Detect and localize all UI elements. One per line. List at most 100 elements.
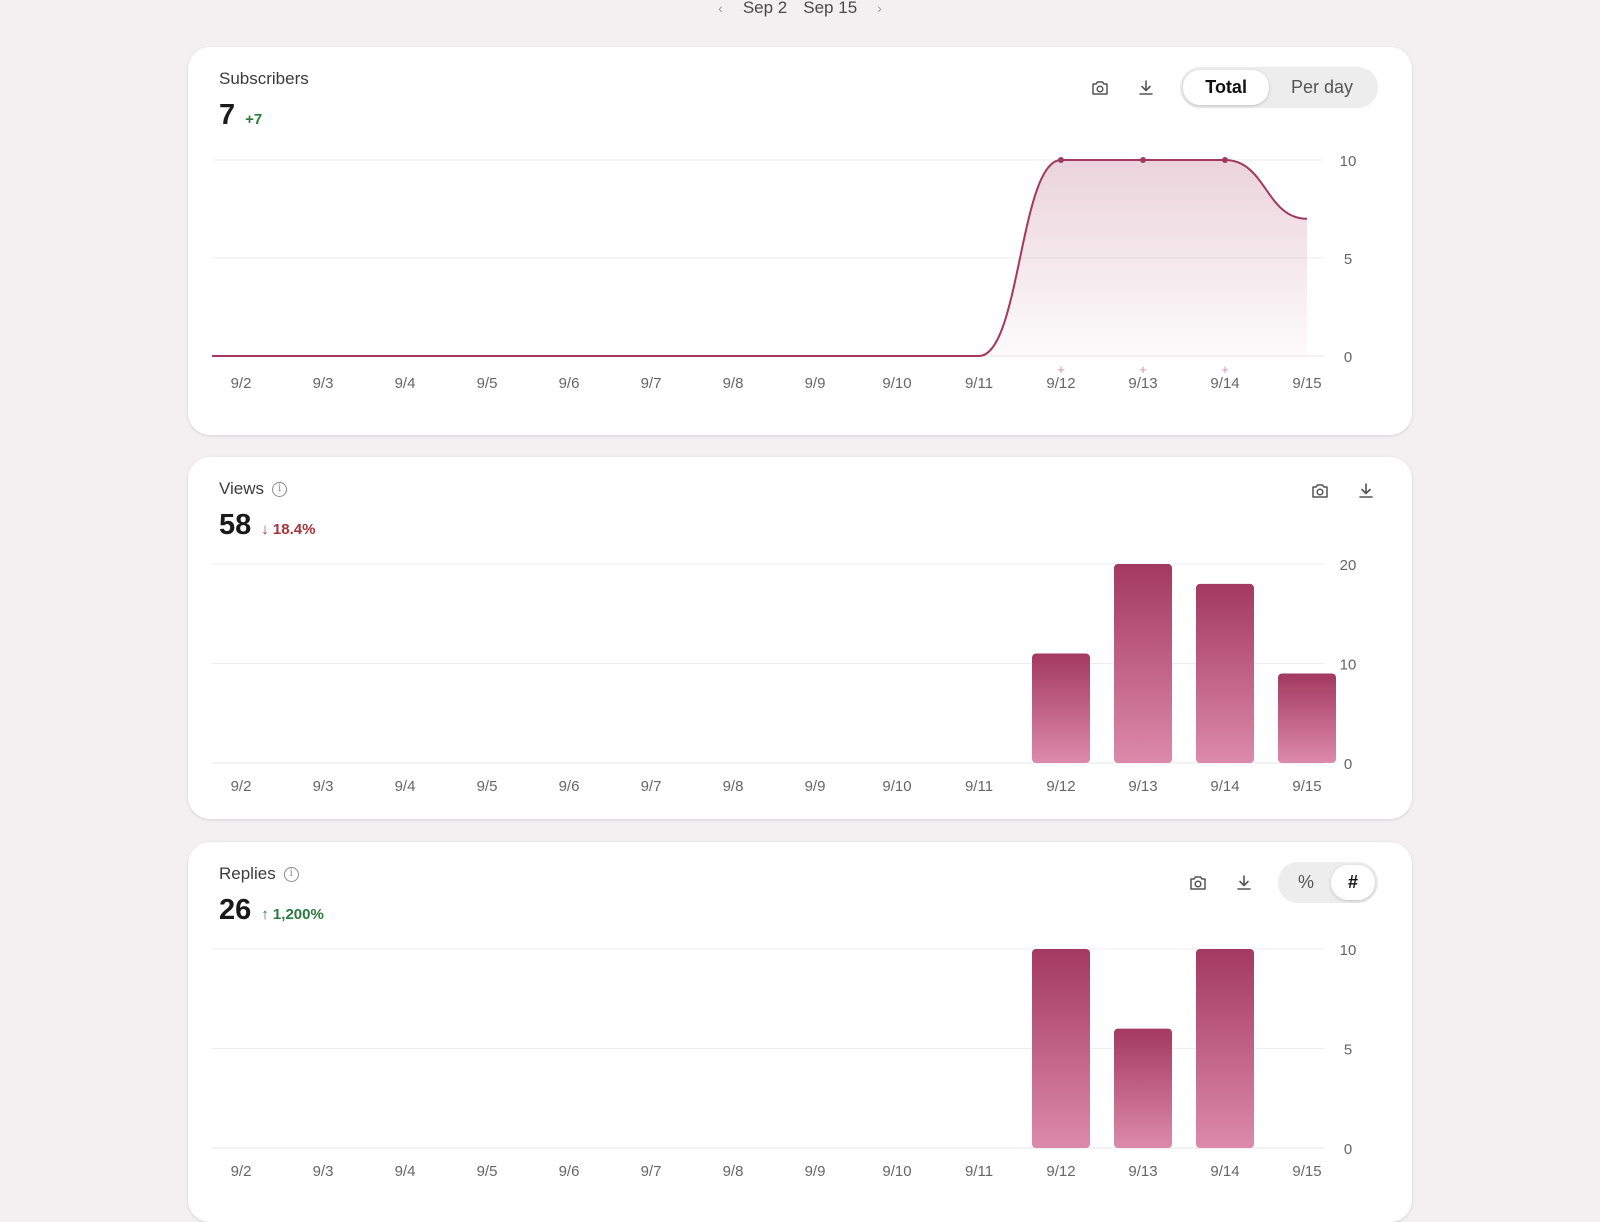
y-tick-label: 5	[1344, 251, 1352, 268]
x-tick-label: 9/12	[1046, 375, 1075, 392]
download-icon[interactable]	[1354, 479, 1378, 503]
card-title: Replies i	[219, 864, 299, 884]
x-tick-label: 9/13	[1128, 778, 1157, 795]
x-tick-label: 9/4	[395, 375, 416, 392]
views-title: Views	[219, 479, 265, 498]
x-tick-label: 9/7	[641, 1163, 662, 1180]
y-tick-label: 0	[1344, 1141, 1352, 1158]
bar[interactable]	[1114, 564, 1172, 763]
card-title: Subscribers	[219, 69, 309, 89]
y-tick-label: 20	[1340, 557, 1357, 574]
x-tick-label: 9/3	[313, 1163, 334, 1180]
x-tick-label: 9/14	[1210, 375, 1239, 392]
x-tick-label: 9/6	[559, 1163, 580, 1180]
x-tick-label: 9/13	[1128, 1163, 1157, 1180]
views-toolbar	[1308, 479, 1378, 503]
x-tick-label: 9/15	[1292, 1163, 1321, 1180]
date-range[interactable]: Sep 2 Sep 15	[743, 0, 857, 18]
x-tick-label: 9/5	[477, 1163, 498, 1180]
subscribers-card: Subscribers 7 +7 Total Per day 0 5 10 9/2 9/…	[188, 47, 1412, 435]
toggle-count[interactable]: #	[1330, 865, 1375, 900]
views-value: 58	[219, 509, 252, 541]
next-range-button[interactable]: ›	[877, 0, 882, 16]
x-tick-label: 9/3	[313, 778, 334, 795]
replies-value: 26	[219, 894, 252, 926]
card-title: Views i	[219, 479, 288, 499]
x-tick-label: 9/9	[805, 375, 826, 392]
replies-card: Replies i 26 ↑ 1,200% % # 0 5 10 9/2 9/3 9/4 9…	[188, 842, 1412, 1222]
views-card: Views i 58 ↓ 18.4% 0 10 20 9/2 9/3 9/4 9/5 9/6 9…	[188, 457, 1412, 819]
replies-delta: ↑ 1,200%	[261, 906, 324, 923]
subscribers-toolbar: Total Per day	[1088, 67, 1378, 108]
replies-title: Replies	[219, 864, 276, 883]
toggle-total[interactable]: Total	[1183, 70, 1269, 105]
event-marker[interactable]: +	[1221, 362, 1229, 377]
bar[interactable]	[1032, 949, 1090, 1148]
y-tick-label: 5	[1344, 1042, 1352, 1059]
subscribers-delta: +7	[245, 111, 263, 128]
subscribers-value: 7	[219, 99, 236, 131]
subscribers-stat: 7 +7	[219, 99, 262, 132]
toggle-percent[interactable]: %	[1297, 872, 1314, 892]
bar[interactable]	[1196, 949, 1254, 1148]
x-tick-label: 9/11	[965, 1163, 993, 1180]
event-marker[interactable]: +	[1139, 362, 1147, 377]
x-tick-label: 9/3	[313, 375, 334, 392]
x-tick-label: 9/6	[559, 778, 580, 795]
x-tick-label: 9/15	[1292, 375, 1321, 392]
x-tick-label: 9/15	[1292, 778, 1321, 795]
views-delta: ↓ 18.4%	[261, 521, 316, 538]
x-tick-label: 9/5	[477, 375, 498, 392]
x-tick-label: 9/2	[231, 778, 252, 795]
bar[interactable]	[1196, 583, 1254, 763]
replies-stat: 26 ↑ 1,200%	[219, 894, 324, 927]
x-tick-label: 9/6	[559, 375, 580, 392]
x-tick-label: 9/12	[1046, 778, 1075, 795]
series-line	[212, 159, 1308, 358]
replies-toolbar: % #	[1186, 862, 1378, 903]
y-tick-label: 0	[1344, 756, 1352, 773]
data-point[interactable]	[1140, 157, 1146, 163]
percent-count-toggle: % #	[1277, 862, 1378, 903]
x-tick-label: 9/4	[395, 778, 416, 795]
area-fill	[212, 160, 1307, 356]
x-tick-label: 9/8	[723, 1163, 744, 1180]
y-tick-label: 10	[1340, 942, 1357, 959]
y-tick-label: 10	[1340, 657, 1357, 674]
x-tick-label: 9/12	[1046, 1163, 1075, 1180]
bar[interactable]	[1278, 673, 1336, 763]
views-chart: 0 10 20 9/2 9/3 9/4 9/5 9/6 9/7 9/8 9/9 9/10 9/11 9/1…	[212, 557, 1357, 795]
camera-icon[interactable]	[1186, 871, 1210, 895]
x-tick-label: 9/4	[395, 1163, 416, 1180]
bar[interactable]	[1032, 653, 1090, 763]
x-tick-label: 9/5	[477, 778, 498, 795]
x-tick-label: 9/2	[231, 375, 252, 392]
x-tick-label: 9/9	[805, 1163, 826, 1180]
total-perday-toggle: Total Per day	[1180, 67, 1378, 108]
data-point[interactable]	[1058, 157, 1064, 163]
camera-icon[interactable]	[1308, 479, 1332, 503]
x-tick-label: 9/2	[231, 1163, 252, 1180]
x-tick-label: 9/7	[641, 375, 662, 392]
date-range-nav: ‹ Sep 2 Sep 15 ›	[0, 0, 1600, 19]
x-tick-label: 9/11	[965, 778, 993, 795]
info-icon[interactable]: i	[272, 481, 288, 497]
y-tick-label: 0	[1344, 349, 1352, 366]
x-tick-label: 9/10	[882, 1163, 911, 1180]
x-tick-label: 9/14	[1210, 778, 1239, 795]
download-icon[interactable]	[1232, 871, 1256, 895]
info-icon[interactable]: i	[283, 866, 299, 882]
bar[interactable]	[1114, 1028, 1172, 1148]
download-icon[interactable]	[1134, 76, 1158, 100]
x-tick-label: 9/14	[1210, 1163, 1239, 1180]
views-stat: 58 ↓ 18.4%	[219, 509, 315, 542]
prev-range-button[interactable]: ‹	[718, 0, 723, 16]
toggle-per-day[interactable]: Per day	[1290, 77, 1353, 97]
x-tick-label: 9/10	[882, 375, 911, 392]
x-tick-label: 9/7	[641, 778, 662, 795]
x-tick-label: 9/9	[805, 778, 826, 795]
camera-icon[interactable]	[1088, 76, 1112, 100]
data-point[interactable]	[1222, 157, 1228, 163]
y-tick-label: 10	[1340, 153, 1357, 170]
event-marker[interactable]: +	[1057, 362, 1065, 377]
